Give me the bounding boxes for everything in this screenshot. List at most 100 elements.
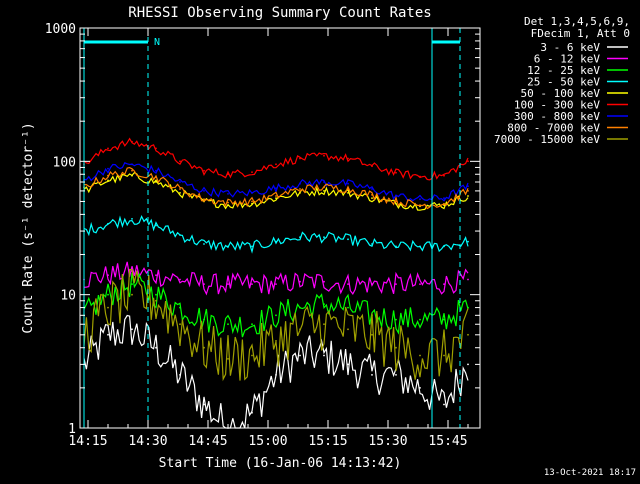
x-tick-label: 14:45	[188, 434, 227, 449]
data-point	[371, 165, 373, 168]
data-point	[203, 403, 205, 406]
data-point	[155, 299, 157, 302]
legend-entry-label: 100 - 300 keV	[514, 99, 600, 112]
night-marker-label: N	[154, 37, 160, 48]
data-point	[179, 234, 181, 236]
data-point	[227, 358, 229, 360]
data-point	[371, 188, 373, 190]
data-point	[323, 303, 325, 305]
data-point	[467, 240, 469, 243]
data-point	[155, 176, 157, 179]
data-point	[419, 198, 421, 201]
data-point	[179, 188, 181, 190]
data-point	[203, 283, 205, 285]
data-point	[347, 306, 349, 309]
data-point	[299, 306, 301, 309]
data-point	[155, 346, 157, 349]
data-point	[155, 181, 157, 183]
data-point	[107, 222, 109, 225]
chart-title: RHESSI Observing Summary Count Rates	[128, 5, 431, 21]
data-point	[179, 374, 181, 376]
data-point	[467, 278, 469, 281]
data-point	[179, 278, 181, 281]
data-point	[251, 202, 253, 205]
data-point	[131, 163, 133, 166]
data-point	[155, 274, 157, 277]
data-point	[251, 200, 253, 203]
x-tick-label: 15:15	[308, 434, 347, 449]
data-point	[179, 306, 181, 309]
series-line	[83, 215, 469, 254]
x-tick-layer: 14:15 14:30 14:45 15:00 15:15 15:30 15:45	[68, 28, 469, 449]
y-tick-label: 1000	[45, 22, 76, 37]
data-point	[299, 157, 301, 160]
data-point	[323, 186, 325, 189]
data-point	[107, 167, 109, 170]
data-point	[275, 187, 277, 190]
data-point	[275, 195, 277, 197]
series-7000-15000-kev	[83, 268, 469, 382]
data-point	[443, 403, 445, 406]
data-point	[203, 243, 205, 245]
data-point	[131, 293, 133, 296]
data-point	[275, 197, 277, 200]
data-point	[107, 179, 109, 182]
data-point	[419, 354, 421, 357]
data-point	[467, 363, 469, 366]
data-point	[107, 293, 109, 296]
data-point	[299, 188, 301, 190]
data-point	[419, 245, 421, 248]
data-point	[323, 354, 325, 357]
data-point	[443, 354, 445, 357]
data-point	[395, 346, 397, 349]
x-tick-label: 15:45	[428, 434, 467, 449]
data-point	[323, 280, 325, 283]
data-point	[203, 346, 205, 349]
data-point	[395, 202, 397, 205]
legend-entry-label: 3 - 6 keV	[540, 41, 600, 54]
legend-header-line: Det 1,3,4,5,6,9,	[524, 15, 630, 28]
data-point	[251, 171, 253, 174]
legend-header-line: FDecim 1, Att 0	[531, 27, 630, 40]
annotation-layer: N	[83, 28, 461, 428]
series-line	[83, 261, 469, 296]
data-point	[443, 283, 445, 285]
data-point	[107, 174, 109, 177]
legend-entry-label: 800 - 7000 keV	[507, 122, 600, 135]
data-point	[107, 274, 109, 277]
data-point	[347, 188, 349, 190]
data-point	[467, 160, 469, 163]
data-point	[179, 192, 181, 194]
data-point	[443, 174, 445, 177]
data-point	[419, 204, 421, 207]
legend-entry-label: 6 - 12 keV	[534, 53, 601, 66]
data-point	[131, 174, 133, 177]
data-point	[395, 171, 397, 174]
data-point	[347, 283, 349, 285]
data-point	[467, 195, 469, 197]
data-point	[155, 147, 157, 150]
data-point	[179, 323, 181, 326]
data-point	[203, 198, 205, 201]
data-point	[323, 236, 325, 239]
data-point	[347, 363, 349, 366]
data-point	[131, 328, 133, 331]
y-tick-label: 1	[68, 422, 76, 437]
data-point	[251, 323, 253, 326]
data-point	[251, 354, 253, 357]
legend-entry-label: 300 - 800 keV	[514, 110, 600, 123]
data-point	[227, 283, 229, 285]
data-point	[131, 169, 133, 172]
data-point	[251, 245, 253, 248]
data-point	[467, 185, 469, 188]
data-point	[395, 318, 397, 321]
data-point	[155, 293, 157, 296]
data-point	[395, 283, 397, 285]
data-point	[275, 314, 277, 317]
data-point	[419, 318, 421, 321]
footer-date: 13-Oct-2021 18:17	[544, 468, 636, 478]
data-point	[347, 328, 349, 331]
data-point	[443, 245, 445, 248]
